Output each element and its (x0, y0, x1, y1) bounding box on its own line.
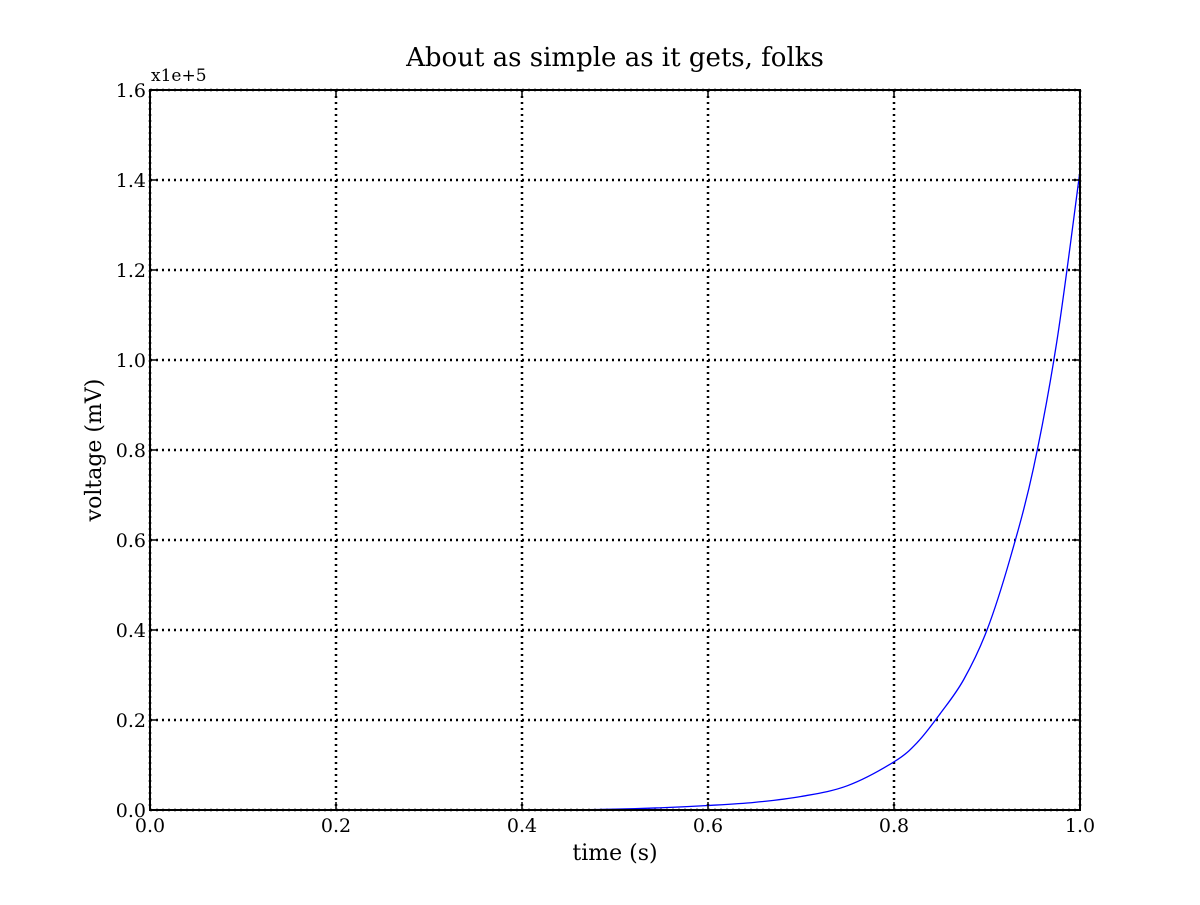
y-tick-label: 0.8 (116, 440, 146, 462)
y-tick-label: 0.4 (116, 620, 146, 642)
x-tick-label: 0.4 (507, 815, 537, 837)
y-tick-label: 0.0 (116, 800, 146, 822)
y-tick-label: 1.6 (116, 80, 146, 102)
y-tick-label: 0.2 (116, 710, 146, 732)
y-axis-offset-label: x1e+5 (151, 66, 207, 86)
x-tick-label: 0.6 (693, 815, 723, 837)
y-tick-label: 1.4 (116, 170, 146, 192)
x-tick-label: 1.0 (1065, 815, 1095, 837)
y-axis-label: voltage (mV) (82, 379, 107, 523)
ticks: 0.0 0.2 0.4 0.6 0.8 1.0 0.0 0.2 0.4 0.6 0.8 1.0 1.2 1… (116, 80, 1095, 837)
y-tick-label: 0.6 (116, 530, 146, 552)
x-tick-label: 0.2 (321, 815, 351, 837)
y-tick-label: 1.2 (116, 260, 146, 282)
y-tick-label: 1.0 (116, 350, 146, 372)
x-tick-label: 0.8 (879, 815, 909, 837)
x-axis-label: time (s) (572, 841, 657, 866)
x-tick-label: 0.0 (135, 815, 165, 837)
chart-title: About as simple as it gets, folks (405, 43, 824, 73)
